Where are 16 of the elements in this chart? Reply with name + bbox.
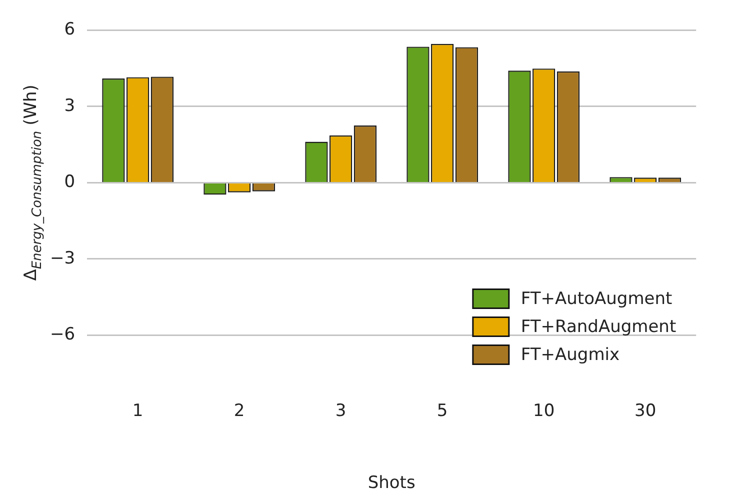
y-tick-label: −6	[50, 324, 76, 345]
x-tick-label: 2	[234, 400, 245, 421]
y-axis-title: ΔEnergy_Consumption (Wh)	[21, 84, 45, 281]
x-tick-label: 30	[634, 400, 656, 421]
x-tick-label: 1	[132, 400, 144, 421]
y-tick-label: −3	[50, 248, 76, 268]
y-tick-label: 0	[64, 172, 76, 192]
legend-label: FT+RandAugment	[520, 317, 676, 338]
x-axis-title: Shots	[368, 473, 416, 494]
x-tick-label: 10	[533, 400, 555, 421]
x-tick-label: 5	[436, 400, 448, 421]
y-tick-label: 6	[64, 20, 76, 40]
legend-label: FT+Augmix	[520, 345, 620, 366]
x-tick-label: 3	[335, 400, 346, 421]
y-tick-label: 3	[64, 96, 76, 116]
legend-label: FT+AutoAugment	[520, 289, 672, 310]
